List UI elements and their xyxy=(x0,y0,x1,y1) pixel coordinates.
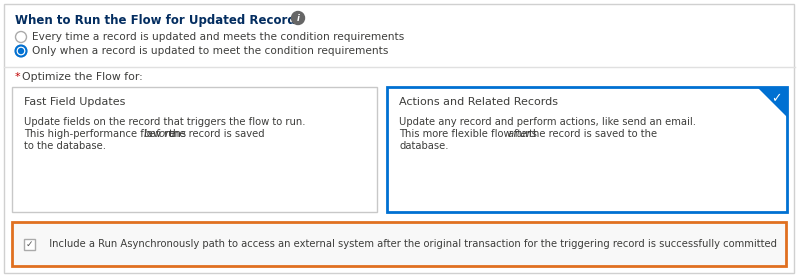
Text: before: before xyxy=(144,129,177,139)
Text: after: after xyxy=(507,129,531,139)
Text: Every time a record is updated and meets the condition requirements: Every time a record is updated and meets… xyxy=(32,32,404,42)
Text: Optimize the Flow for:: Optimize the Flow for: xyxy=(22,72,143,82)
Text: Update fields on the record that triggers the flow to run.: Update fields on the record that trigger… xyxy=(24,117,305,127)
Circle shape xyxy=(292,12,304,24)
Text: Update any record and perform actions, like send an email.: Update any record and perform actions, l… xyxy=(399,117,696,127)
Text: This more flexible flow runs: This more flexible flow runs xyxy=(399,129,540,139)
Text: i: i xyxy=(296,14,300,23)
Circle shape xyxy=(15,45,26,57)
Text: the record is saved to the: the record is saved to the xyxy=(527,129,658,139)
FancyBboxPatch shape xyxy=(387,87,787,212)
FancyBboxPatch shape xyxy=(4,4,794,273)
Text: Include a Run Asynchronously path to access an external system after the origina: Include a Run Asynchronously path to acc… xyxy=(43,239,777,249)
Text: database.: database. xyxy=(399,141,448,151)
Text: the record is saved: the record is saved xyxy=(166,129,265,139)
Text: This high-performance flow runs: This high-performance flow runs xyxy=(24,129,189,139)
Text: *: * xyxy=(15,72,21,82)
Text: When to Run the Flow for Updated Records: When to Run the Flow for Updated Records xyxy=(15,14,303,27)
Circle shape xyxy=(18,48,24,54)
Text: Actions and Related Records: Actions and Related Records xyxy=(399,97,558,107)
Text: to the database.: to the database. xyxy=(24,141,106,151)
Polygon shape xyxy=(757,87,787,117)
Circle shape xyxy=(15,32,26,42)
FancyBboxPatch shape xyxy=(12,222,786,266)
Text: ✓: ✓ xyxy=(26,240,34,248)
Text: ✓: ✓ xyxy=(772,92,782,105)
Text: Only when a record is updated to meet the condition requirements: Only when a record is updated to meet th… xyxy=(32,46,388,56)
Text: Fast Field Updates: Fast Field Updates xyxy=(24,97,125,107)
FancyBboxPatch shape xyxy=(24,238,35,250)
FancyBboxPatch shape xyxy=(12,87,377,212)
